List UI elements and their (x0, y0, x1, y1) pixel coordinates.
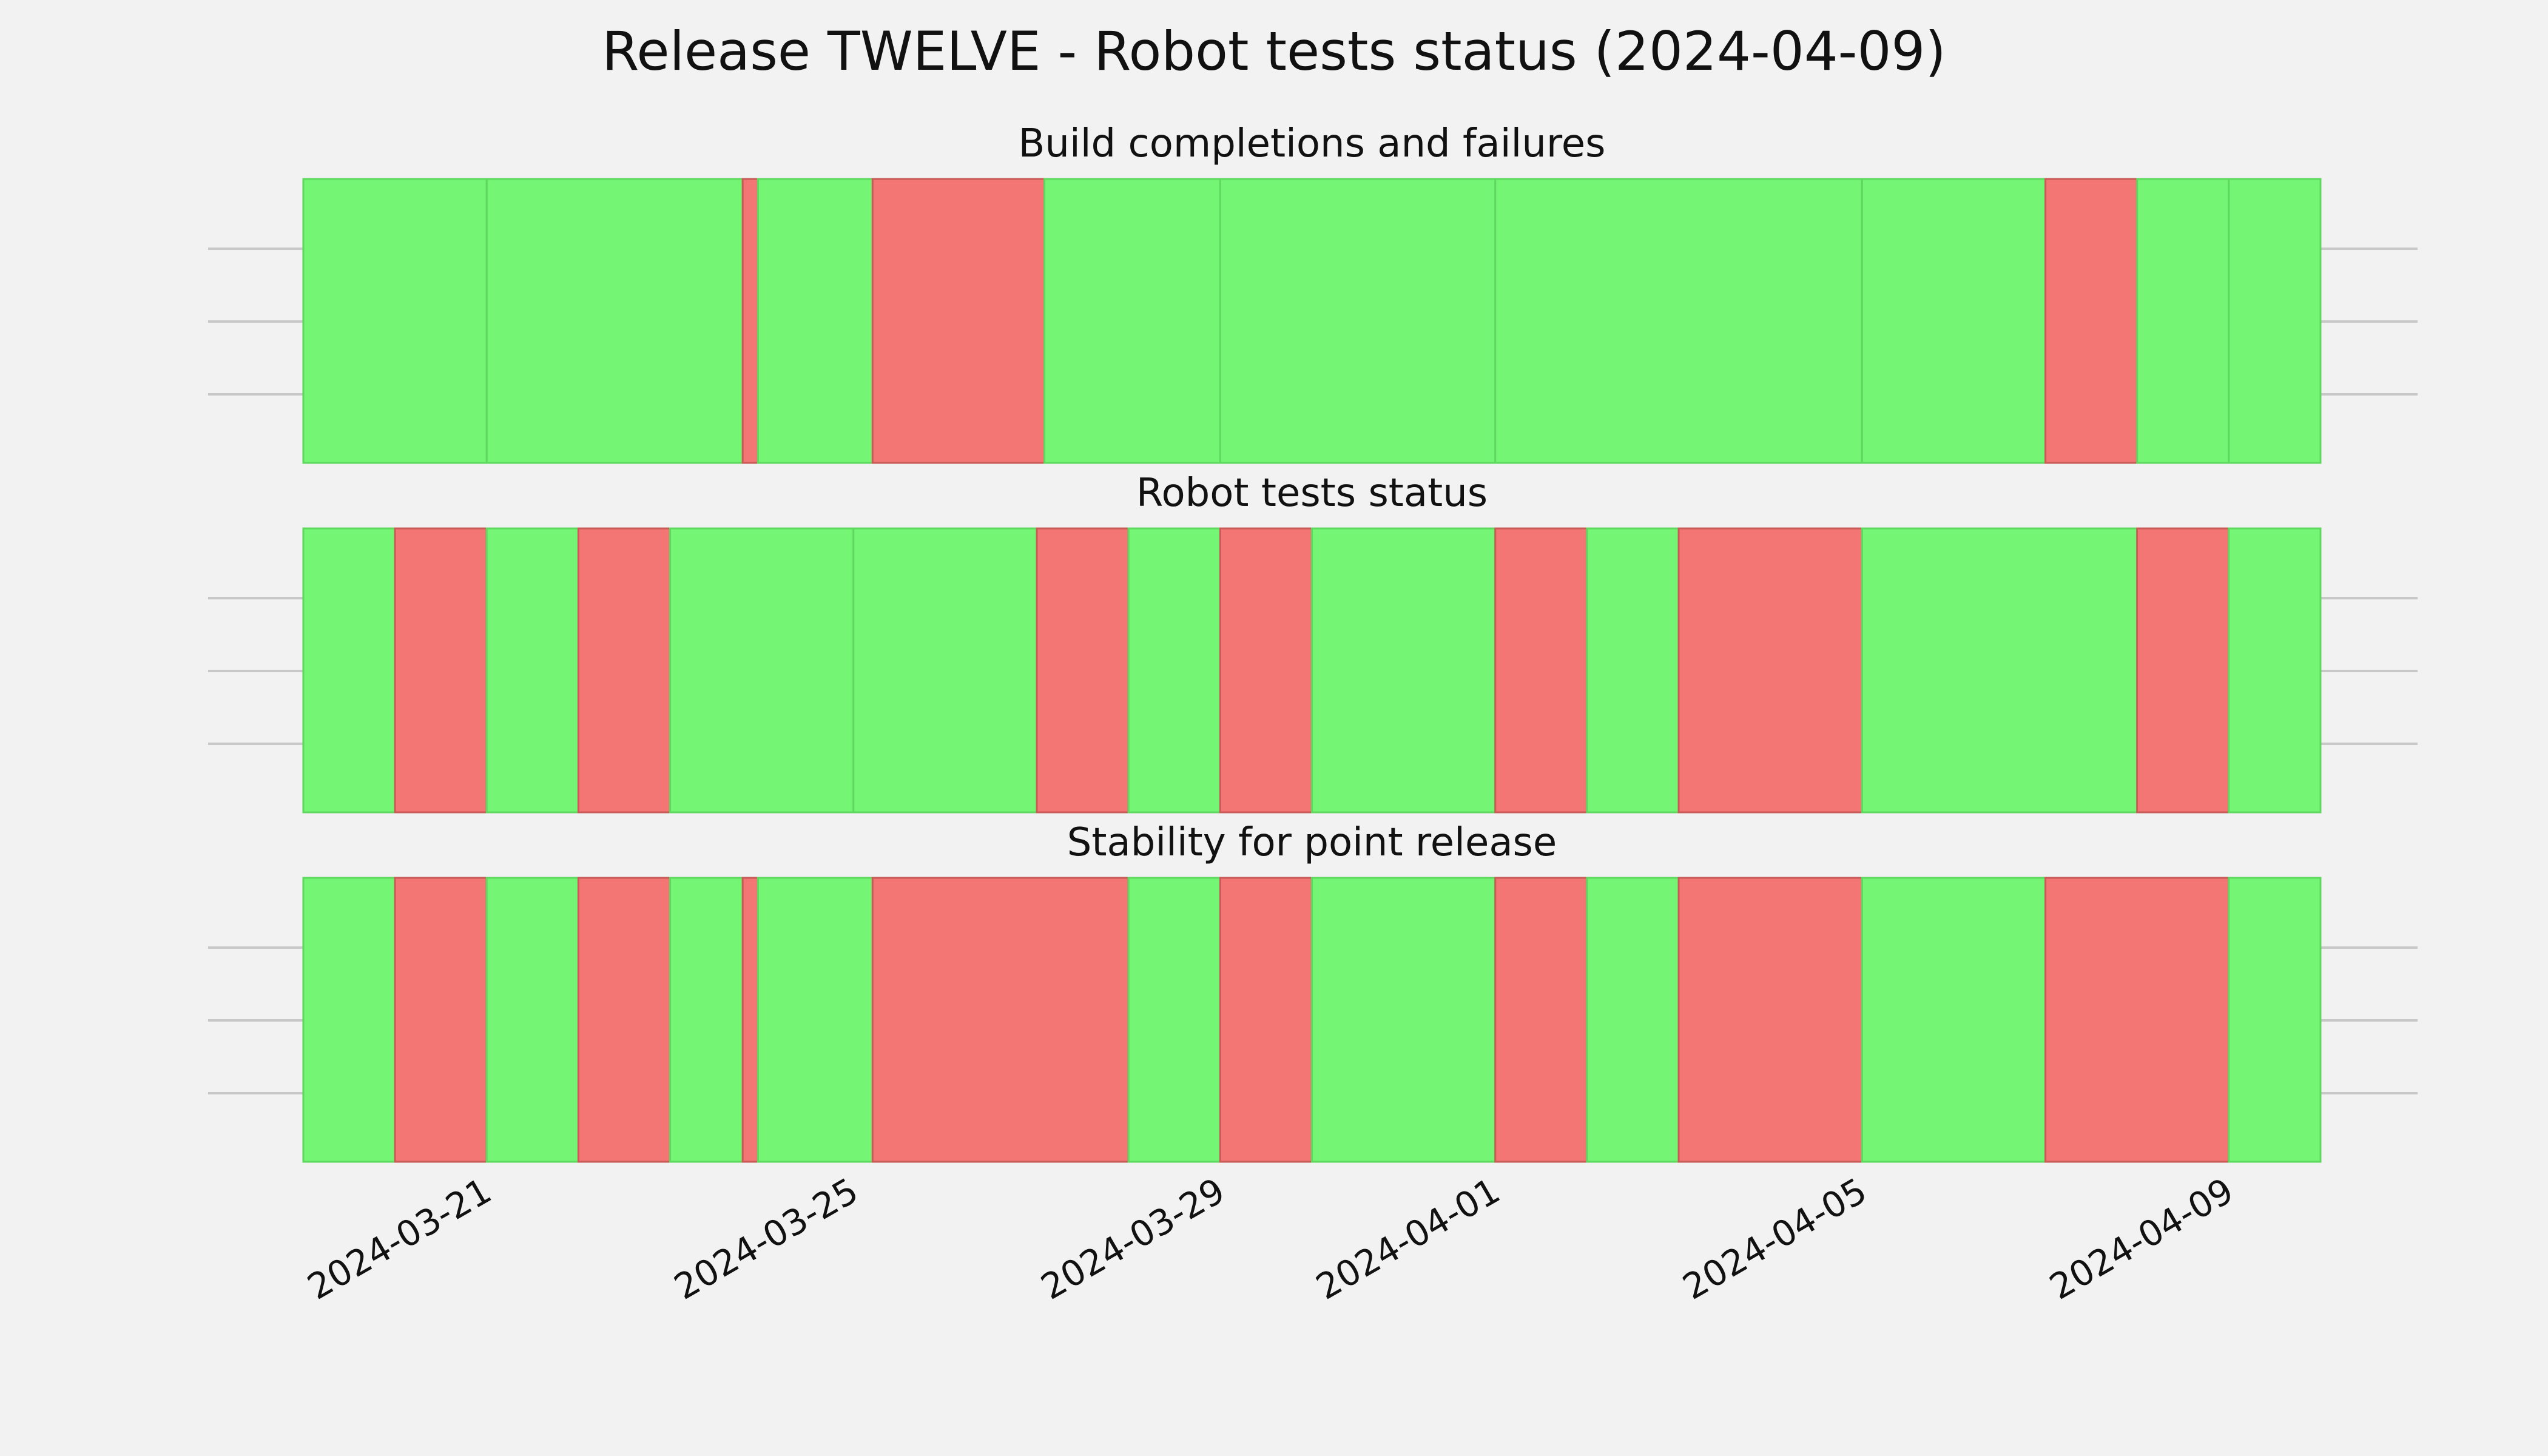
pass-segment (852, 527, 1038, 814)
pass-segment (485, 877, 579, 1163)
pass-segment (669, 527, 855, 814)
chart-title: Release TWELVE - Robot tests status (202… (602, 20, 1946, 83)
fail-segment (1494, 527, 1588, 814)
x-tick-label: 2024-03-29 (1034, 1170, 1232, 1307)
fail-segment (1036, 527, 1130, 814)
pass-segment (1127, 877, 1221, 1163)
fail-segment (1494, 877, 1588, 1163)
pass-segment (1127, 527, 1221, 814)
pass-segment (1494, 178, 1863, 464)
panel-2: Robot tests status (208, 471, 2418, 814)
pass-segment (302, 877, 396, 1163)
fail-segment (1219, 527, 1313, 814)
fail-segment (871, 877, 1130, 1163)
pass-segment (669, 877, 744, 1163)
fail-segment (871, 178, 1046, 464)
x-tick-label: 2024-03-21 (300, 1170, 498, 1307)
pass-segment (1311, 527, 1497, 814)
fail-segment (1677, 527, 1863, 814)
pass-segment (757, 877, 874, 1163)
fail-segment (394, 877, 488, 1163)
pass-segment (2228, 178, 2322, 464)
x-axis: 2024-03-21 2024-03-25 2024-03-29 2024-04-01… (300, 1170, 2240, 1307)
pass-segment (757, 178, 874, 464)
pass-segment (1861, 527, 2138, 814)
fail-segment (2136, 527, 2230, 814)
pass-segment (1311, 877, 1497, 1163)
fail-segment (577, 877, 672, 1163)
panel-1: Build completions and failures (208, 121, 2418, 464)
x-tick-label: 2024-04-05 (1676, 1170, 1873, 1307)
pass-segment (2136, 178, 2230, 464)
panel-title: Build completions and failures (1019, 121, 1606, 166)
pass-segment (1043, 178, 1221, 464)
x-tick-label: 2024-03-25 (667, 1170, 865, 1307)
pass-segment (2228, 877, 2322, 1163)
fail-segment (741, 178, 759, 464)
fail-segment (1219, 877, 1313, 1163)
pass-segment (1586, 877, 1680, 1163)
pass-segment (1861, 877, 2047, 1163)
fail-segment (2044, 178, 2138, 464)
fail-segment (394, 527, 488, 814)
panel-title: Stability for point release (1067, 820, 1557, 865)
pass-segment (302, 527, 396, 814)
x-tick-label: 2024-04-09 (2043, 1170, 2240, 1307)
fail-segment (577, 527, 672, 814)
x-tick-label: 2024-04-01 (1309, 1170, 1507, 1307)
pass-segment (302, 178, 488, 464)
pass-segment (1219, 178, 1497, 464)
panel-title: Robot tests status (1136, 471, 1488, 516)
fail-segment (1677, 877, 1863, 1163)
pass-segment (1586, 527, 1680, 814)
fail-segment (741, 877, 759, 1163)
pass-segment (2228, 527, 2322, 814)
fail-segment (2044, 877, 2230, 1163)
pass-segment (1861, 178, 2047, 464)
panel-3: Stability for point release (208, 820, 2418, 1163)
pass-segment (485, 178, 744, 464)
pass-segment (485, 527, 579, 814)
